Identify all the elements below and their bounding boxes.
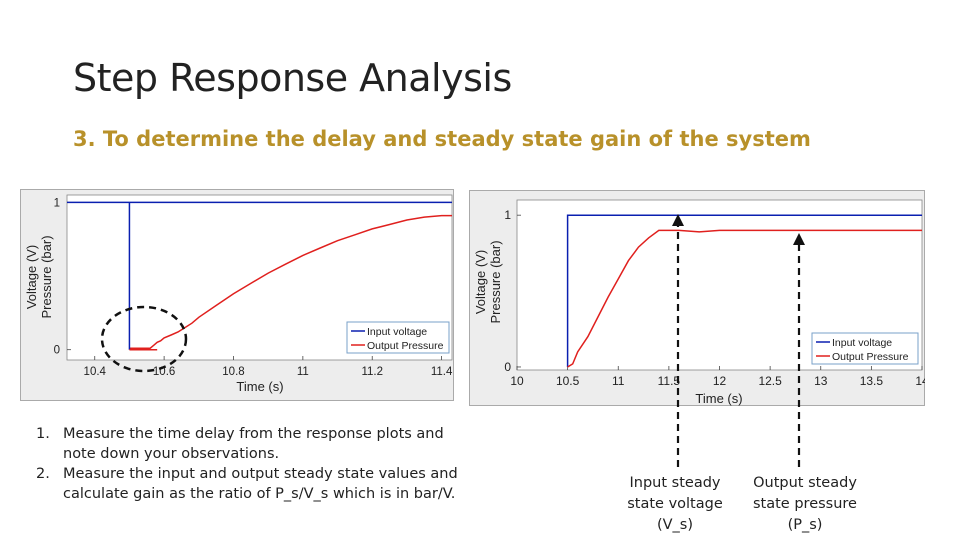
slide-title: Step Response Analysis: [73, 56, 512, 100]
series-layer: [67, 201, 452, 351]
y-axis-label-voltage: Voltage (V): [24, 245, 39, 309]
y-tick-label: 1: [504, 208, 511, 222]
series-output-pressure: [129, 214, 452, 349]
y-axis-label-pressure: Pressure (bar): [39, 235, 54, 318]
y-tick-labels: 01: [504, 208, 521, 374]
x-tick-labels: 10 10.5 11 11.5 12 12.5 13 13.5 14: [510, 366, 925, 388]
x-tick-label: 10: [510, 374, 524, 388]
x-tick-label: 10.4: [84, 366, 107, 378]
callout-output-steady-state: Output steady state pressure (P_s): [745, 473, 865, 536]
output-arrowhead-icon: [793, 233, 805, 245]
y-tick-label: 0: [54, 345, 60, 357]
x-tick-label: 11.5: [658, 374, 681, 388]
x-axis-label: Time (s): [695, 391, 742, 406]
legend-label-output: Output Pressure: [367, 340, 444, 352]
x-tick-label: 11: [297, 366, 309, 378]
instruction-number: 2.: [36, 466, 50, 482]
delay-highlight-ellipse: [100, 305, 188, 373]
slide-subtitle: 3. To determine the delay and steady sta…: [73, 127, 811, 151]
callout-line: Input steady: [629, 475, 721, 491]
x-tick-label: 12: [713, 374, 727, 388]
callout-line: state voltage: [627, 496, 723, 512]
chart-delay-zoom: 10.4 10.6 10.8 11 11.2 11.4 0 1 Time (s) Volta…: [20, 189, 454, 401]
y-axis-label-pressure: Pressure (bar): [488, 240, 503, 323]
chart-legend[interactable]: Input voltage Output Pressure: [811, 332, 919, 365]
y-axis-label-voltage: Voltage (V): [473, 250, 488, 314]
x-tick-label: 11.4: [431, 366, 453, 378]
callout-input-steady-state: Input steady state voltage (V_s): [616, 473, 734, 536]
y-tick-label: 1: [54, 197, 60, 209]
x-tick-label: 11.2: [361, 366, 383, 378]
legend-label-output: Output Pressure: [832, 351, 909, 363]
legend-label-input: Input voltage: [367, 326, 427, 338]
x-tick-label: 14: [915, 374, 925, 388]
x-tick-label: 11: [612, 374, 625, 388]
series-layer: [566, 214, 922, 368]
y-tick-label: 0: [504, 360, 511, 374]
x-tick-label: 10.6: [153, 366, 175, 378]
instruction-text: Measure the input and output steady stat…: [63, 466, 458, 502]
x-tick-label: 10.8: [222, 366, 244, 378]
legend-label-input: Input voltage: [832, 337, 892, 349]
series-input-voltage: [566, 214, 922, 367]
x-tick-label: 12.5: [758, 374, 782, 388]
instruction-item: 1. Measure the time delay from the respo…: [36, 424, 476, 464]
instruction-number: 1.: [36, 426, 50, 442]
instruction-item: 2. Measure the input and output steady s…: [36, 464, 476, 504]
callout-line: (P_s): [787, 517, 823, 533]
input-arrowhead-icon: [672, 214, 684, 226]
callout-line: state pressure: [753, 496, 857, 512]
series-output-pressure: [567, 229, 922, 368]
callout-line: (V_s): [656, 517, 694, 533]
callout-line: Output steady: [753, 475, 857, 491]
chart-legend[interactable]: Input voltage Output Pressure: [346, 321, 450, 354]
x-axis-label: Time (s): [236, 379, 283, 394]
x-tick-label: 13: [814, 374, 828, 388]
instruction-text: Measure the time delay from the response…: [63, 426, 444, 462]
x-tick-labels: 10.4 10.6 10.8 11 11.2 11.4: [84, 356, 453, 378]
x-tick-label: 10.5: [556, 374, 580, 388]
x-tick-label: 13.5: [860, 374, 884, 388]
instruction-list: 1. Measure the time delay from the respo…: [36, 424, 476, 504]
